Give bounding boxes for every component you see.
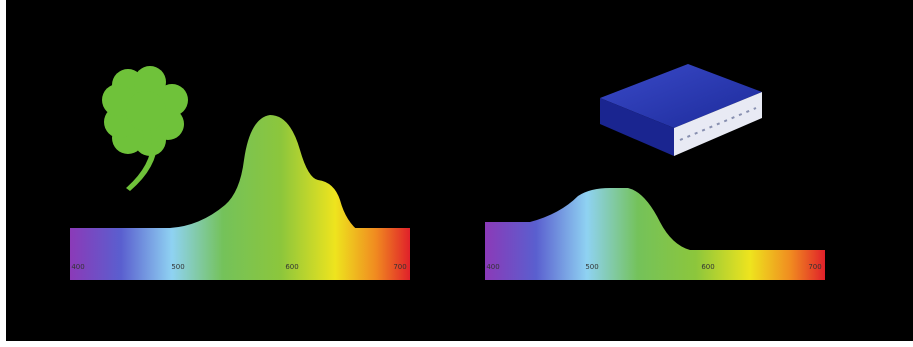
axis-tick-label: 700: [393, 263, 406, 271]
axis-tick-label: 700: [808, 263, 821, 271]
illustration: 400 500 600 700 400 500 600 700: [0, 0, 913, 347]
axis-tick-label: 500: [585, 263, 598, 271]
spectrum-bar: [70, 228, 410, 280]
axis-tick-label: 500: [171, 263, 184, 271]
page: 400 500 600 700 400 500 600 700 (() => {…: [0, 0, 913, 347]
axis-tick-label: 400: [486, 263, 499, 271]
axis-tick-label: 600: [701, 263, 714, 271]
spectrum-bar: [485, 250, 825, 280]
axis-tick-label: 600: [285, 263, 298, 271]
axis-tick-label: 400: [71, 263, 84, 271]
